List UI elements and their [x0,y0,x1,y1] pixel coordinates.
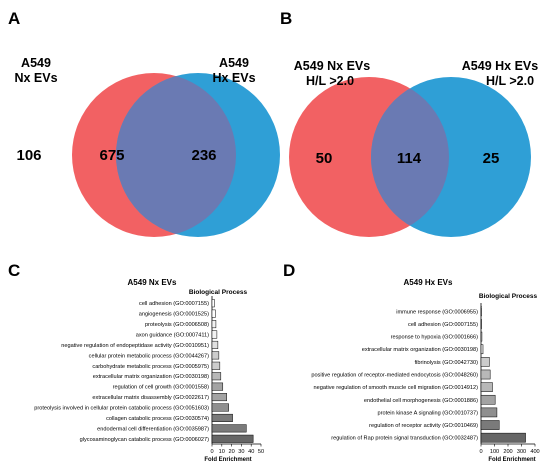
category-label: proteolysis involved in cellular protein… [34,406,209,412]
chart-d-legend-title: Biological Process [479,293,538,300]
bar [211,361,221,370]
bar [480,306,482,317]
bar [480,420,500,430]
category-label: collagen catabolic process (GO:0030574) [106,416,209,422]
venn-a-overlap-count: 675 [99,147,124,164]
category-label: regulation of cell growth (GO:0001558) [113,385,210,391]
category-label: negative regulation of endopeptidase act… [61,343,209,349]
bar [211,434,254,443]
panel-a: A A549 Nx EVs A549 Hx EVs 106 675 236 [8,9,280,237]
panel-letter-d: D [283,261,295,280]
bar [480,382,493,392]
panel-c: C A549 Nx EVs Biological Process Fold En… [8,261,264,463]
category-label: fibrinolysis (GO:0042730) [415,360,479,366]
category-label: negative regulation of smooth muscle cel… [314,385,479,391]
category-label: cellular protein metabolic process (GO:0… [89,353,209,359]
x-tick-label: 100 [490,449,499,455]
category-label: extracellular matrix disassembly (GO:002… [92,395,209,401]
chart-c-title: A549 Nx EVs [128,278,177,287]
category-label: cell adhesion (GO:0007155) [139,301,209,307]
chart-d-title: A549 Hx EVs [404,278,453,287]
bar [211,403,229,412]
x-tick-label: 200 [503,449,512,455]
category-label: regulation of Rap protein signal transdu… [331,436,478,442]
category-label: extracellular matrix organization (GO:00… [93,374,209,380]
bar [480,369,491,380]
x-tick-label: 0 [479,449,482,455]
bar [480,394,496,405]
bar [211,320,217,329]
bar [211,424,247,433]
venn-b-left-label-line1: A549 Nx EVs [294,59,370,73]
venn-a-left-label-line2: Nx EVs [14,71,57,85]
chart-c-xlabel: Fold Enrichment [204,457,251,463]
venn-a-right-label-line2: Hx EVs [212,71,255,85]
venn-b-right-label-line1: A549 Hx EVs [462,59,538,73]
category-label: proteolysis (GO:0006508) [145,322,209,328]
category-label: endothelial cell morphogenesis (GO:00018… [364,398,478,404]
chart-c-legend-title: Biological Process [189,289,248,296]
bar [211,299,215,308]
x-tick-label: 50 [258,449,264,455]
bar [480,357,490,367]
x-tick-label: 400 [530,449,539,455]
bar [211,382,224,391]
chart-d-xlabel: Fold Enrichment [488,457,535,463]
category-label: positive regulation of receptor-mediated… [311,373,478,379]
bar [211,309,216,318]
bar [480,331,483,342]
panel-letter-a: A [8,9,20,28]
bar [211,413,233,422]
panel-b: B A549 Nx EVs H/L >2.0 A549 Hx EVs H/L >… [280,9,538,237]
category-label: glycosaminoglycan catabolic process (GO:… [80,437,209,443]
venn-b-overlap-count: 114 [397,150,422,167]
panel-d: D A549 Hx EVs Biological Process Fold En… [283,261,540,463]
category-label: cell adhesion (GO:0007155) [408,322,478,328]
x-tick-label: 40 [248,449,254,455]
bar [211,340,219,349]
x-tick-label: 300 [517,449,526,455]
category-label: regulation of receptor activity (GO:0010… [369,423,478,429]
bar [211,372,222,381]
venn-b-right-only-count: 25 [483,150,500,167]
bar [211,330,218,339]
venn-b-right-label-line2: H/L >2.0 [486,74,534,88]
venn-b-left-only-count: 50 [316,150,333,167]
category-label: response to hypoxia (GO:0001666) [391,335,479,341]
bar [480,344,484,355]
bar [480,319,482,329]
venn-a-right-label-line1: A549 [219,56,249,70]
x-tick-label: 30 [238,449,244,455]
venn-a-left-label-line1: A549 [21,56,51,70]
category-label: endodermal cell differentiation (GO:0035… [97,426,209,432]
venn-a-left-only-count: 106 [16,147,41,164]
x-tick-label: 10 [219,449,225,455]
panel-letter-c: C [8,261,20,280]
panel-letter-b: B [280,9,292,28]
category-label: protein kinase A signaling (GO:0010737) [378,410,479,416]
bar [480,407,498,418]
category-label: immune response (GO:0006955) [396,309,478,315]
bar [480,432,526,443]
x-tick-label: 20 [228,449,234,455]
category-label: axon guidance (GO:0007411) [136,333,209,339]
venn-a-overlap [116,73,236,237]
category-label: extracellular matrix organization (GO:00… [362,347,478,353]
venn-a-right-only-count: 236 [191,147,216,164]
bar [211,393,227,402]
category-label: angiogenesis (GO:0001525) [139,312,209,318]
bar [211,351,220,360]
x-tick-label: 0 [210,449,213,455]
category-label: carbohydrate metabolic process (GO:00059… [92,364,209,370]
venn-b-overlap [371,77,449,237]
venn-b-left-label-line2: H/L >2.0 [306,74,354,88]
